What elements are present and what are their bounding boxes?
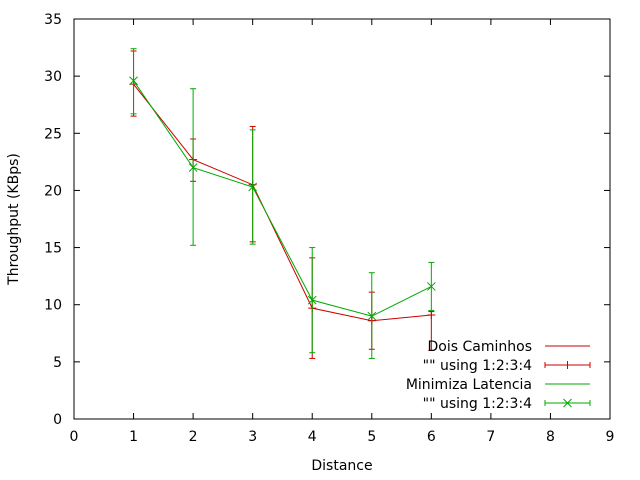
- x-tick-label: 3: [248, 429, 257, 445]
- x-tick-label: 9: [606, 429, 615, 445]
- axis-ticks: 0 1 2 3 4 5 6 7 8 9 0 5 10 15 20 25 30 35: [44, 12, 614, 445]
- series-layer: [129, 48, 436, 359]
- x-tick-label: 4: [308, 429, 317, 445]
- y-axis-label: Throughput (KBps): [6, 153, 22, 286]
- series-line: [133, 83, 432, 322]
- legend-label: "" using 1:2:3:4: [423, 396, 532, 412]
- point-marker: [367, 311, 377, 321]
- x-tick-label: 5: [367, 429, 376, 445]
- point-marker: [188, 163, 198, 172]
- y-tick-label: 10: [44, 298, 62, 314]
- y-tick-label: 20: [44, 183, 62, 199]
- point-marker: [426, 282, 436, 291]
- x-tick-label: 8: [546, 429, 555, 445]
- y-tick-label: 0: [53, 412, 62, 428]
- x-tick-label: 2: [189, 429, 198, 445]
- y-tick-label: 15: [44, 241, 62, 257]
- series-0: [129, 50, 436, 359]
- x-tick-label: 6: [427, 429, 436, 445]
- legend-label: "" using 1:2:3:4: [423, 358, 532, 374]
- plot-frame: [73, 18, 611, 420]
- x-tick-label: 7: [486, 429, 495, 445]
- series-1: [129, 48, 436, 359]
- x-tick-label: 0: [70, 429, 79, 445]
- legend-label: Dois Caminhos: [428, 339, 532, 355]
- y-tick-label: 30: [44, 69, 62, 85]
- x-tick-label: 1: [129, 429, 138, 445]
- y-tick-label: 25: [44, 126, 62, 142]
- point-marker: [129, 76, 138, 86]
- series-line: [133, 80, 432, 317]
- legend: Dois Caminhos "" using 1:2:3:4 Minimiza La…: [406, 339, 591, 412]
- x-axis-label: Distance: [311, 458, 372, 474]
- point-marker: [248, 182, 258, 192]
- legend-label: Minimiza Latencia: [406, 377, 532, 393]
- y-tick-label: 5: [53, 355, 62, 371]
- point-marker: [307, 295, 317, 305]
- y-tick-label: 35: [44, 12, 62, 28]
- point-marker: [563, 398, 572, 408]
